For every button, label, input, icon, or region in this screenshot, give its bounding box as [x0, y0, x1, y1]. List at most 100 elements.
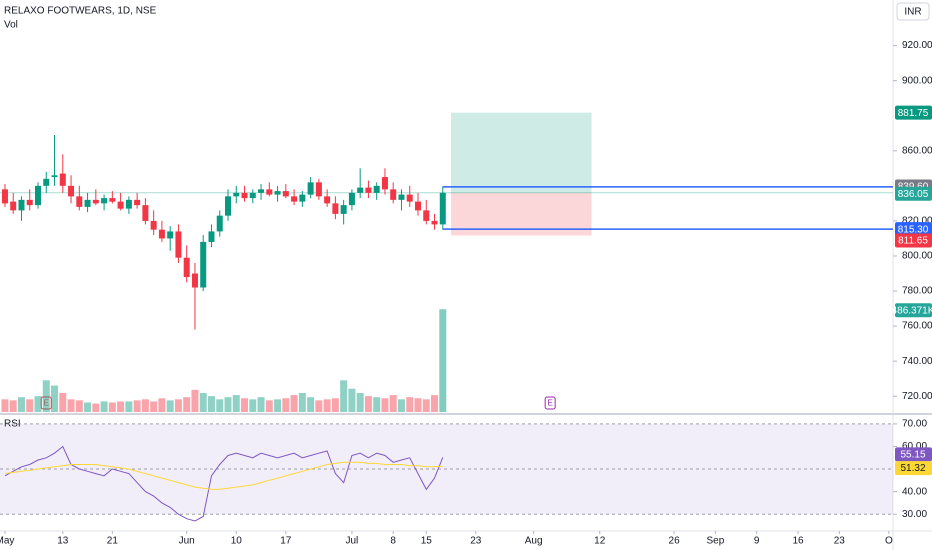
candle-body	[125, 199, 132, 209]
x-tick-label: Jun	[179, 536, 195, 547]
volume-bar	[364, 396, 372, 412]
candle-body	[332, 203, 339, 214]
y-tick-label: 30.00	[902, 509, 927, 520]
x-tick-label: 21	[107, 536, 119, 547]
event-label: E	[548, 399, 553, 408]
volume-bar	[406, 397, 414, 412]
candle-body	[315, 182, 322, 197]
y-tick-label: 760.00	[902, 321, 932, 332]
candle-body	[266, 189, 273, 195]
event-label: E	[44, 399, 49, 408]
x-tick-label: 15	[421, 536, 433, 547]
volume-bar	[290, 395, 298, 412]
volume-bar	[307, 397, 315, 412]
volume-bar	[42, 380, 50, 412]
y-tick-label: 860.00	[902, 145, 932, 156]
candle-body	[35, 185, 41, 206]
candle-body	[324, 196, 331, 204]
candle-body	[423, 210, 430, 221]
candle-body	[200, 241, 207, 288]
candle-body	[390, 189, 397, 200]
x-tick-label: Aug	[525, 536, 543, 547]
candle-body	[299, 194, 306, 202]
candle-body	[241, 192, 248, 199]
volume-bar	[191, 389, 199, 412]
currency[interactable]: INR	[904, 7, 921, 18]
y-tick-label: 740.00	[902, 356, 932, 367]
candle-body	[291, 196, 298, 202]
volume-bar	[282, 398, 290, 412]
volume-bar	[224, 397, 232, 412]
volume-bar	[34, 396, 42, 412]
y-tick-label: 40.00	[902, 486, 927, 497]
candle-body	[101, 198, 108, 204]
price-tag-label: 486.371K	[892, 305, 932, 316]
price-tag-label: 881.75	[898, 108, 929, 119]
x-tick-label: May	[0, 536, 14, 547]
candle-body	[92, 199, 99, 204]
volume-bar	[59, 392, 67, 412]
candle-body	[51, 175, 58, 178]
x-tick-label: Sep	[706, 536, 724, 547]
y-tick-label: 820.00	[902, 216, 932, 227]
candle-body	[43, 178, 50, 186]
price-tag	[895, 222, 932, 237]
volume-bar	[249, 399, 257, 412]
volume-bar	[315, 400, 323, 412]
volume-bar	[84, 402, 92, 412]
volume-bar	[9, 400, 17, 412]
volume-bar	[257, 397, 265, 412]
candle-body	[26, 199, 33, 206]
candle-body	[249, 192, 256, 199]
candle-body	[142, 205, 149, 221]
candle-body	[18, 199, 25, 211]
candle-body	[398, 194, 405, 200]
volume-bar	[67, 399, 75, 412]
volume-bar	[158, 398, 166, 412]
price-tag	[895, 105, 932, 120]
x-tick-label: 10	[231, 536, 243, 547]
candle-body	[167, 231, 174, 239]
candle-body	[68, 185, 75, 197]
volume-bar	[298, 392, 306, 412]
volume-bar	[340, 380, 348, 412]
volume-bar	[356, 392, 364, 412]
candle-body	[381, 177, 388, 190]
volume-bar	[232, 395, 240, 412]
candle-body	[191, 273, 198, 288]
symbol-title: RELAXO FOOTWEARS, 1D, NSE	[4, 6, 157, 17]
x-tick-label: 17	[280, 536, 292, 547]
volume-bar	[17, 397, 25, 412]
volume-bar	[108, 402, 116, 412]
volume-bar	[265, 400, 273, 412]
volume-bar	[1, 399, 9, 412]
rsi-line	[4, 461, 443, 490]
x-tick-label: 12	[594, 536, 606, 547]
price-tag	[895, 303, 932, 318]
price-tag-label: 815.30	[898, 224, 929, 235]
price-tag-label: 51.32	[900, 463, 925, 474]
price-tag	[895, 233, 932, 248]
volume-bar	[389, 395, 397, 412]
volume-bar	[274, 399, 282, 412]
candle-body	[373, 185, 380, 193]
candle-body	[216, 215, 223, 232]
y-tick-label: 800.00	[902, 251, 932, 262]
candle-body	[225, 196, 231, 216]
candle-body	[208, 231, 215, 242]
price-tag-label: 836.05	[898, 189, 929, 200]
volume-bar	[125, 401, 133, 412]
candle-body	[307, 182, 314, 195]
candle-body	[431, 220, 438, 225]
y-tick-label: 900.00	[902, 75, 932, 86]
price-tag	[895, 186, 932, 201]
x-tick-label: 9	[754, 536, 760, 547]
volume-bar	[439, 309, 447, 412]
x-tick-label: 23	[834, 536, 846, 547]
candle-body	[175, 231, 182, 258]
currency-box[interactable]	[896, 2, 930, 21]
volume-bar	[323, 399, 331, 412]
volume-title: Vol	[4, 20, 18, 31]
volume-bar	[150, 401, 158, 412]
